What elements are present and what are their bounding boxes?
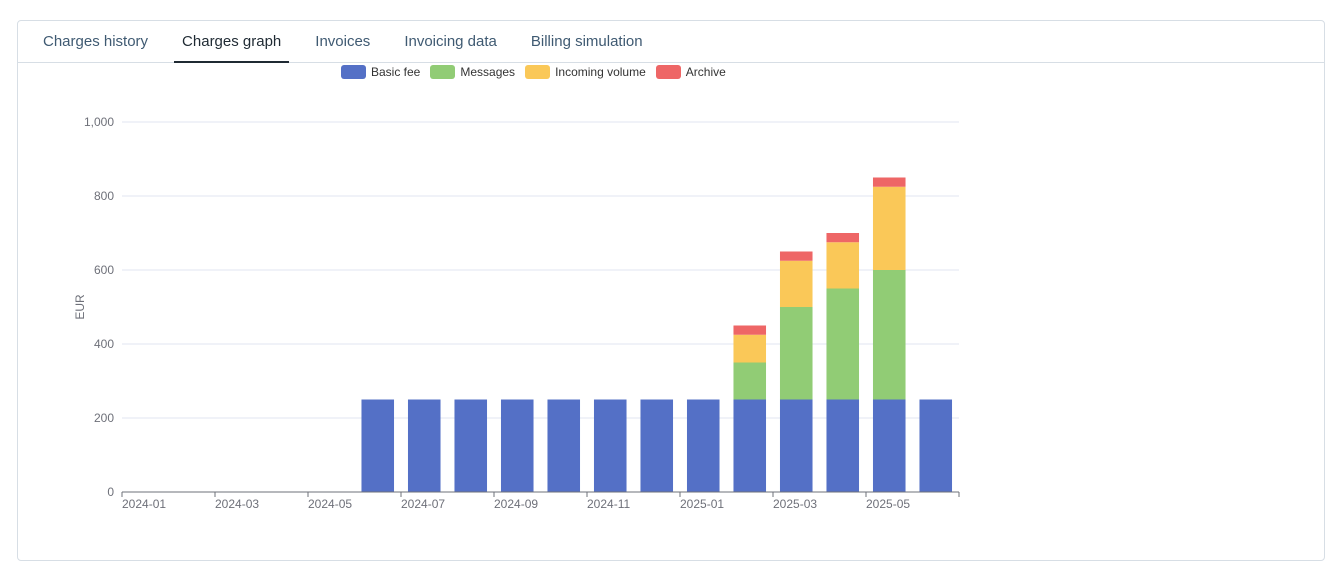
bar-basic-fee xyxy=(779,399,813,492)
tab-invoicing-data[interactable]: Invoicing data xyxy=(404,33,497,50)
legend-swatch-incoming-volume xyxy=(525,65,551,79)
y-tick-label: 1,000 xyxy=(84,115,114,129)
x-tick-label: 2024-01 xyxy=(122,497,166,511)
bar-basic-fee xyxy=(733,399,767,492)
x-tick-label: 2024-05 xyxy=(308,497,352,511)
x-axis: 2024-01 2024-03 2024-05 2024-07 2024-09 2024-… xyxy=(121,491,960,511)
bar-basic-fee xyxy=(826,399,860,492)
bar-basic-fee xyxy=(361,399,395,492)
bar-archive xyxy=(872,177,906,187)
bar-messages xyxy=(733,362,767,400)
legend-item-basic-fee[interactable]: Basic fee xyxy=(341,65,420,79)
y-axis-label: EUR xyxy=(73,294,87,320)
y-tick-label: 600 xyxy=(94,263,114,277)
y-tick-label: 400 xyxy=(94,337,114,351)
x-tick-label: 2024-09 xyxy=(494,497,538,511)
legend-label-messages: Messages xyxy=(460,65,516,79)
chart-legend: Basic fee Messages Incoming volume Archi… xyxy=(341,65,726,79)
bar-basic-fee xyxy=(640,399,674,492)
tab-billing-simulation[interactable]: Billing simulation xyxy=(530,33,643,50)
bar-archive xyxy=(733,325,767,335)
y-tick-label: 0 xyxy=(107,485,114,499)
legend-label-archive: Archive xyxy=(685,65,726,79)
bar-basic-fee xyxy=(454,399,488,492)
legend-label-basic-fee: Basic fee xyxy=(371,65,421,79)
bars xyxy=(361,177,953,492)
bar-messages xyxy=(872,270,906,400)
tab-charges-graph[interactable]: Charges graph xyxy=(165,21,298,63)
y-tick-label: 200 xyxy=(94,411,114,425)
bar-basic-fee xyxy=(686,399,720,492)
bar-incoming-volume xyxy=(779,260,813,307)
bar-basic-fee xyxy=(919,399,953,492)
grid-lines xyxy=(122,121,959,419)
tab-invoices[interactable]: Invoices xyxy=(315,33,371,50)
x-tick-label: 2024-07 xyxy=(401,497,445,511)
legend-swatch-messages xyxy=(430,65,456,79)
bar-incoming-volume xyxy=(733,334,767,363)
legend-item-archive[interactable]: Archive xyxy=(655,65,726,79)
bar-basic-fee xyxy=(593,399,627,492)
bar-basic-fee xyxy=(407,399,441,492)
x-tick-label: 2024-11 xyxy=(587,497,630,511)
x-tick-label: 2025-03 xyxy=(773,497,817,511)
bar-messages xyxy=(826,288,860,400)
x-tick-label: 2025-01 xyxy=(680,497,724,511)
legend-item-incoming-volume[interactable]: Incoming volume xyxy=(525,65,646,79)
bar-messages xyxy=(779,307,813,400)
bar-basic-fee xyxy=(872,399,906,492)
bar-incoming-volume xyxy=(872,186,906,270)
bar-basic-fee xyxy=(547,399,581,492)
y-tick-label: 800 xyxy=(94,189,114,203)
legend-swatch-basic-fee xyxy=(341,65,366,79)
bar-archive xyxy=(779,251,813,261)
bar-basic-fee xyxy=(500,399,534,492)
legend-item-messages[interactable]: Messages xyxy=(430,65,515,79)
x-tick-label: 2025-05 xyxy=(866,497,910,511)
legend-label-incoming-volume: Incoming volume xyxy=(555,65,646,79)
tab-bar: Charges history Charges graph Invoices I… xyxy=(18,21,1324,63)
bar-incoming-volume xyxy=(826,242,860,289)
bar-archive xyxy=(826,233,860,243)
tab-charges-history[interactable]: Charges history xyxy=(43,33,149,50)
x-tick-label: 2024-03 xyxy=(215,497,259,511)
legend-swatch-archive xyxy=(655,65,681,79)
y-axis-ticks: 0 200 400 600 800 1,000 xyxy=(84,115,114,499)
